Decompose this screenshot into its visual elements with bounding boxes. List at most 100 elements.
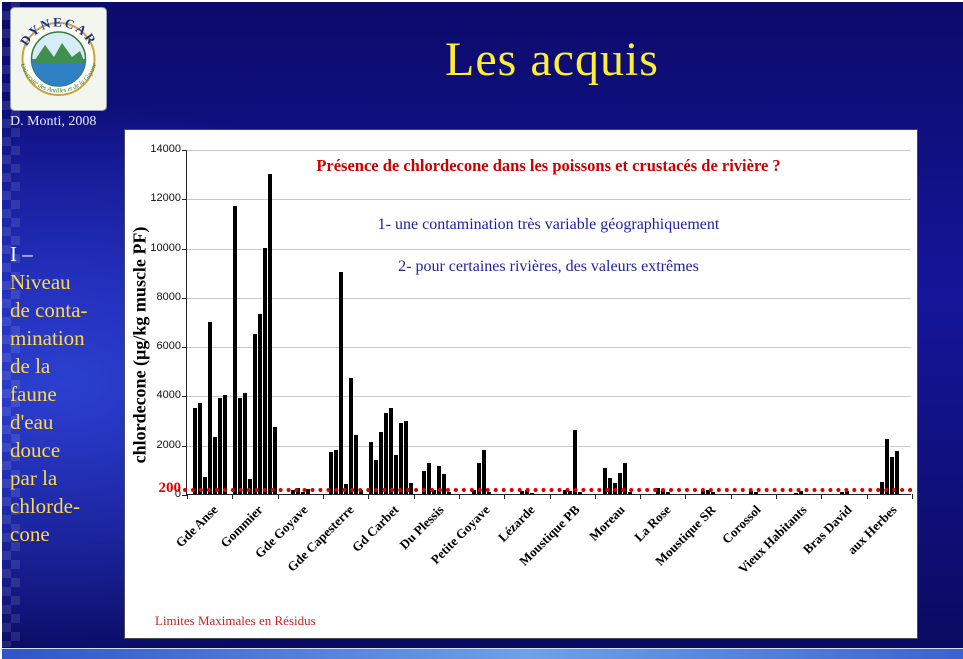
y-tick-label: 12000 [150, 192, 181, 205]
bar [665, 491, 670, 494]
bar [701, 491, 706, 494]
bar [403, 421, 408, 494]
y-tick-mark [182, 150, 187, 151]
x-tick-mark [322, 494, 324, 499]
bar [799, 491, 804, 494]
gridline [187, 396, 911, 398]
dynecar-logo: DYNECAR Université des Antilles et de la… [10, 7, 107, 111]
bar [748, 490, 753, 494]
side-note-line: par la [10, 466, 58, 490]
x-tick-mark [504, 494, 506, 499]
bar [617, 473, 622, 494]
bar [328, 452, 333, 494]
bar [217, 397, 222, 494]
y-tick-label: 2000 [156, 438, 181, 451]
bar [753, 492, 758, 494]
dynecar-logo-emblem: DYNECAR Université des Antilles et de la… [10, 7, 107, 111]
bar [477, 463, 482, 494]
logo-water [31, 59, 86, 86]
bar [232, 205, 237, 494]
bar-group [821, 490, 866, 494]
bar [373, 459, 378, 494]
bar [197, 402, 202, 494]
bar [431, 490, 436, 494]
plot-area: 0 2000 4000 6000 8000 10000 12000 14000 Gde Anse… [150, 143, 913, 576]
y-tick-mark [182, 199, 187, 201]
bar-group [414, 463, 459, 494]
bar [383, 412, 388, 494]
bar [202, 476, 207, 494]
side-note-line: de la [10, 354, 51, 378]
y-tick-label: 4000 [156, 389, 181, 402]
chart-title: Présence de chlordecone dans les poisson… [316, 156, 781, 175]
side-note-line: mination [10, 326, 85, 350]
y-tick-mark [182, 396, 187, 398]
x-tick-mark [685, 494, 687, 499]
y-axis-label: chlordecone (µg/kg muscle PF) [129, 226, 150, 464]
bar [290, 490, 295, 494]
bar [393, 454, 398, 494]
x-tick-mark [187, 494, 188, 499]
threshold-line [183, 488, 913, 493]
bar [222, 395, 227, 494]
x-tick-mark [368, 494, 370, 499]
bar [257, 314, 262, 494]
left-edge-pattern [2, 2, 20, 647]
gridline [187, 347, 911, 349]
side-note-line: de conta- [10, 298, 88, 322]
x-tick-mark [640, 494, 642, 499]
bar [622, 463, 627, 494]
bar [398, 422, 403, 494]
x-tick-mark [776, 494, 778, 499]
bar [378, 432, 383, 494]
bar [794, 492, 799, 494]
bar [446, 491, 451, 494]
bar [192, 407, 197, 494]
bar [237, 397, 242, 494]
chart-annotation-2: 2- pour certaines rivières, des valeurs … [398, 258, 699, 275]
x-tick-mark [277, 494, 279, 499]
x-tick-mark [413, 494, 415, 499]
side-note-line: Niveau [10, 270, 71, 294]
credit-text: D. Monti, 2008 [10, 114, 97, 129]
bar [519, 491, 524, 494]
bar [353, 434, 358, 494]
bar [207, 321, 212, 494]
y-tick-mark [182, 445, 187, 447]
side-note-line: d'eau [10, 410, 54, 434]
threshold-note: Limites Maximales en Résidus [155, 613, 316, 628]
x-tick-mark [594, 494, 596, 499]
y-tick-label: 10000 [150, 241, 181, 254]
bar [300, 491, 305, 494]
bar-group [232, 173, 277, 494]
bar [272, 427, 277, 494]
bar [267, 173, 272, 494]
bar-group [323, 272, 368, 494]
bar [879, 481, 884, 494]
x-tick-mark [866, 494, 868, 499]
bar [368, 442, 373, 494]
gridline [187, 150, 911, 151]
x-tick-mark [730, 494, 732, 499]
y-tick-label: 6000 [156, 340, 181, 353]
side-note-line: cone [10, 522, 50, 546]
bar [212, 437, 217, 494]
bar [441, 474, 446, 494]
bar [607, 477, 612, 494]
y-tick-label: 14000 [150, 143, 181, 155]
side-note-line: douce [10, 438, 61, 462]
bar [889, 457, 894, 494]
bar [472, 490, 477, 494]
bar [844, 490, 849, 494]
x-tick-mark [549, 494, 551, 499]
bar [333, 449, 338, 494]
bar [426, 463, 431, 494]
gridline [187, 199, 911, 201]
bar-group [550, 429, 595, 494]
bar [482, 449, 487, 494]
bar [388, 407, 393, 494]
bar [242, 392, 247, 494]
y-tick-mark [182, 297, 187, 299]
bar [711, 492, 716, 494]
